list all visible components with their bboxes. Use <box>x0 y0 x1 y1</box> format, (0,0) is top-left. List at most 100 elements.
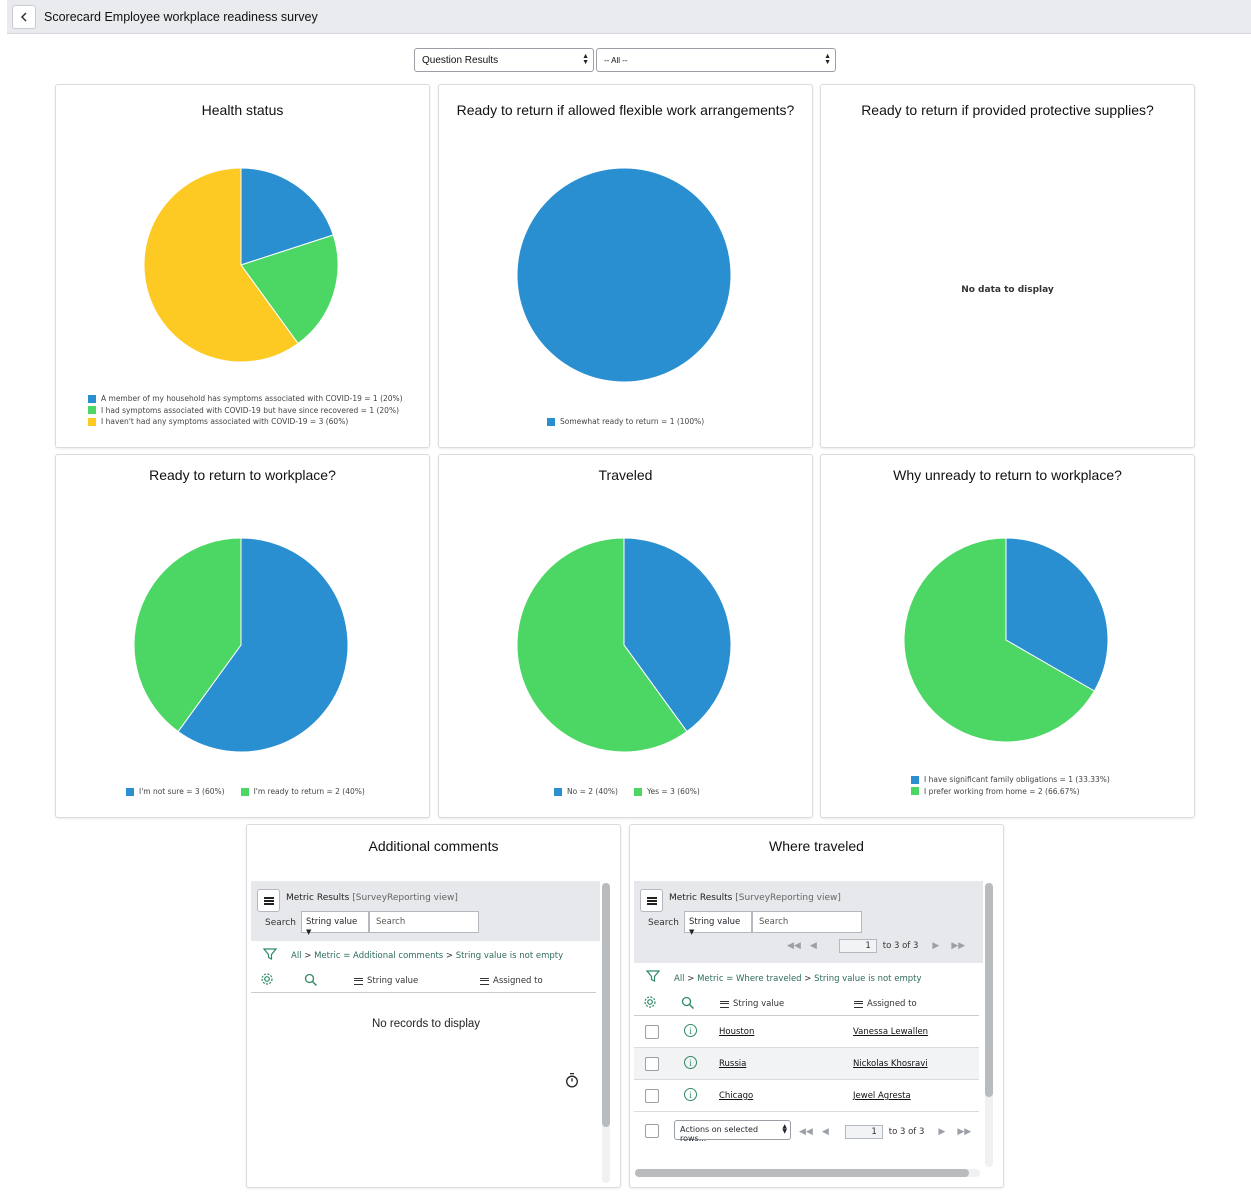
legend-item[interactable]: I had symptoms associated with COVID-19 … <box>88 405 403 417</box>
pie-slice[interactable] <box>240 167 334 266</box>
legend-item[interactable]: No = 2 (40%) <box>554 786 618 798</box>
pie-chart <box>133 537 349 753</box>
search-input[interactable]: Search <box>752 911 862 933</box>
pie-slice[interactable] <box>177 537 349 753</box>
search-icon[interactable] <box>681 996 695 1010</box>
assigned-to-link[interactable]: Vanessa Lewallen <box>853 1027 929 1037</box>
row-checkbox[interactable] <box>645 1057 659 1071</box>
legend-item[interactable]: I prefer working from home = 2 (66.67%) <box>911 786 1110 798</box>
gear-icon[interactable] <box>643 995 657 1009</box>
next-page-icon[interactable]: ▶ <box>932 941 940 951</box>
pie-slice[interactable] <box>516 167 732 383</box>
column-header-label: Assigned to <box>867 999 917 1009</box>
back-button[interactable] <box>12 5 36 29</box>
pie-slice[interactable] <box>143 167 299 363</box>
column-header-string-value[interactable]: String value <box>720 999 784 1009</box>
legend-label: I had symptoms associated with COVID-19 … <box>101 405 400 415</box>
assigned-to-link[interactable]: Jewel Agresta <box>853 1091 911 1101</box>
list-menu-button[interactable] <box>640 889 663 912</box>
legend-swatch <box>547 417 555 426</box>
pie-slice[interactable] <box>516 537 688 753</box>
breadcrumb-metric[interactable]: Metric = Additional comments <box>314 951 444 961</box>
protective-supplies-card: Ready to return if provided protective s… <box>820 84 1195 448</box>
previous-page-icon[interactable]: ◀ <box>809 941 817 951</box>
scrollbar-thumb[interactable] <box>602 883 610 1127</box>
search-input[interactable]: Search <box>369 911 479 933</box>
search-icon[interactable] <box>304 973 318 987</box>
column-header-assigned-to[interactable]: Assigned to <box>480 976 543 986</box>
legend-label: No = 2 (40%) <box>567 787 618 797</box>
first-page-icon[interactable]: ◀◀ <box>787 941 801 951</box>
string-value-link[interactable]: Houston <box>719 1027 755 1037</box>
string-value-link[interactable]: Chicago <box>719 1091 754 1101</box>
list-title-text: Metric Results <box>669 893 733 903</box>
last-page-icon[interactable]: ▶▶ <box>957 1127 972 1137</box>
previous-page-icon[interactable]: ◀ <box>821 1127 829 1137</box>
scrollbar-thumb[interactable] <box>635 1169 969 1177</box>
question-select-value: -- All -- <box>604 56 628 65</box>
last-page-icon[interactable]: ▶▶ <box>951 941 966 951</box>
timer-icon[interactable] <box>565 1072 579 1088</box>
legend-item[interactable]: I haven't had any symptoms associated wi… <box>88 416 403 428</box>
table-row[interactable]: i Houston Vanessa Lewallen <box>634 1016 979 1048</box>
column-header-string-value[interactable]: String value <box>354 976 418 986</box>
table-row[interactable]: i Chicago Jewel Agresta <box>634 1080 979 1112</box>
breadcrumb-separator: > <box>687 974 695 984</box>
breadcrumb-condition[interactable]: String value is not empty <box>455 951 564 961</box>
legend-label: I'm ready to return = 2 (40%) <box>253 787 365 797</box>
pie-slice[interactable] <box>1005 537 1109 692</box>
vertical-scrollbar[interactable] <box>602 883 610 1183</box>
search-label: Search <box>265 918 296 928</box>
breadcrumb-metric[interactable]: Metric = Where traveled <box>697 974 802 984</box>
legend-item[interactable]: A member of my household has symptoms as… <box>88 393 403 405</box>
pie-slice[interactable] <box>133 537 242 733</box>
first-page-icon[interactable]: ◀◀ <box>799 1127 813 1137</box>
legend-swatch <box>88 406 96 415</box>
where-traveled-card: Where traveled Metric Results [SurveyRep… <box>629 824 1004 1188</box>
breadcrumb-all[interactable]: All <box>291 951 302 961</box>
next-page-icon[interactable]: ▶ <box>938 1127 946 1137</box>
actions-select[interactable]: Actions on selected rows... ▲ ▼ <box>674 1120 791 1143</box>
pie-chart <box>516 167 732 383</box>
pie-slice[interactable] <box>903 537 1096 743</box>
select-all-checkbox[interactable] <box>645 1124 659 1138</box>
gear-icon[interactable] <box>260 972 274 986</box>
legend-item[interactable]: I have significant family obligations = … <box>911 774 1110 786</box>
filter-icon[interactable] <box>646 969 660 983</box>
pie-slice[interactable] <box>623 537 732 733</box>
column-header-assigned-to[interactable]: Assigned to <box>854 999 917 1009</box>
question-select[interactable]: -- All -- ▲ ▼ <box>596 48 836 72</box>
search-field-select[interactable]: String value ▼ <box>684 911 752 936</box>
view-select[interactable]: Question Results ▲ ▼ <box>414 48 594 72</box>
row-checkbox[interactable] <box>645 1089 659 1103</box>
legend-swatch <box>911 775 919 784</box>
vertical-scrollbar[interactable] <box>985 883 993 1167</box>
legend-label: Somewhat ready to return = 1 (100%) <box>560 417 705 427</box>
list-header: Metric Results [SurveyReporting view] Se… <box>634 881 983 963</box>
health-status-card: Health status A member of my household h… <box>55 84 430 448</box>
pie-slice[interactable] <box>240 234 339 345</box>
page-number-input[interactable]: 1 <box>838 939 877 953</box>
card-title: Where traveled <box>769 838 864 854</box>
caret-down-icon: ▼ <box>689 928 695 936</box>
breadcrumb-all[interactable]: All <box>674 974 685 984</box>
legend-item[interactable]: Somewhat ready to return = 1 (100%) <box>547 416 704 428</box>
scrollbar-thumb[interactable] <box>985 883 993 1097</box>
info-icon[interactable]: i <box>684 1024 697 1037</box>
page-number-input[interactable]: 1 <box>844 1125 883 1139</box>
legend-swatch <box>240 787 249 796</box>
legend-item[interactable]: Yes = 3 (60%) <box>633 786 700 798</box>
table-row[interactable]: i Russia Nickolas Khosravi <box>634 1048 979 1080</box>
legend-item[interactable]: I'm ready to return = 2 (40%) <box>240 786 365 798</box>
horizontal-scrollbar[interactable] <box>635 1169 980 1177</box>
filter-icon[interactable] <box>263 947 277 961</box>
info-icon[interactable]: i <box>684 1088 697 1101</box>
list-menu-button[interactable] <box>257 889 280 912</box>
row-checkbox[interactable] <box>645 1025 659 1039</box>
search-field-select[interactable]: String value ▼ <box>301 911 369 936</box>
info-icon[interactable]: i <box>684 1056 697 1069</box>
breadcrumb-condition[interactable]: String value is not empty <box>814 974 922 984</box>
legend-item[interactable]: I'm not sure = 3 (60%) <box>126 786 225 798</box>
string-value-link[interactable]: Russia <box>719 1059 747 1069</box>
assigned-to-link[interactable]: Nickolas Khosravi <box>853 1059 928 1069</box>
